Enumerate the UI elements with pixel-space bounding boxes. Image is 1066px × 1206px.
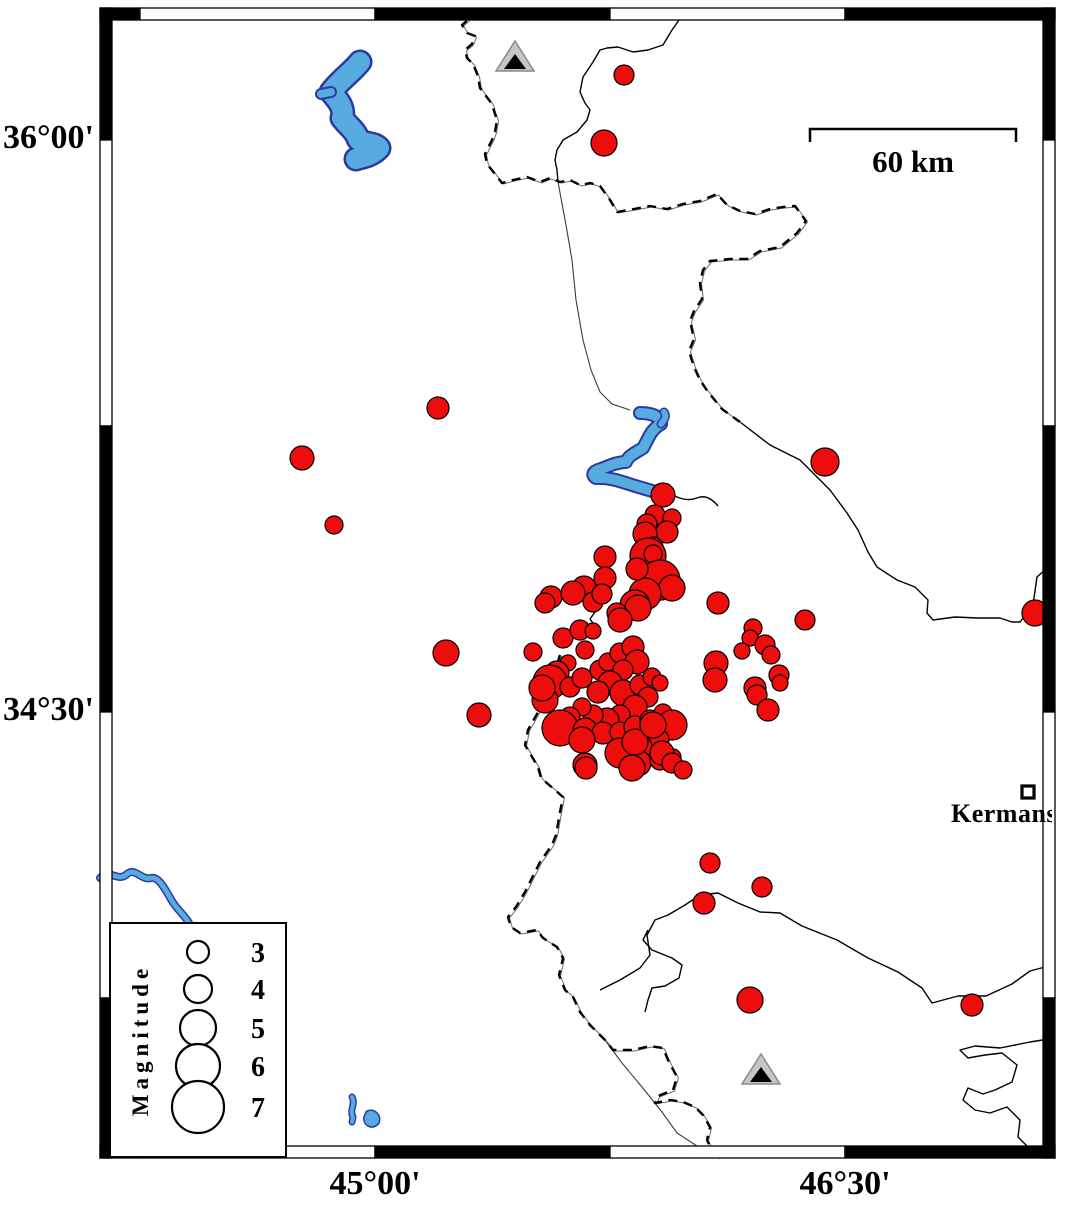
- city-label-kermanshah: Kermans: [951, 800, 1052, 828]
- frame-tick-segment: [1042, 997, 1056, 1159]
- epicenter-layer: [289, 64, 1049, 1017]
- frame-tick-segment: [1042, 711, 1056, 999]
- frame-tick-segment: [844, 1145, 1056, 1159]
- epicenter-marker: [618, 754, 646, 782]
- epicenter-marker: [586, 680, 610, 704]
- frame-tick-segment: [1042, 425, 1056, 713]
- frame-tick-segment: [99, 7, 113, 141]
- epicenter-marker: [702, 667, 728, 693]
- epicenter-marker: [756, 698, 780, 722]
- epicenter-marker: [699, 852, 721, 874]
- frame-tick-segment: [1042, 7, 1056, 141]
- line-to-lake: [557, 181, 631, 411]
- epicenter-marker: [568, 726, 596, 754]
- line-south-loop: [642, 929, 683, 1013]
- scale-bar: [808, 127, 1018, 142]
- frame-tick-segment: [99, 425, 113, 713]
- epicenter-marker: [746, 684, 768, 706]
- epicenter-marker: [324, 515, 344, 535]
- line-ne: [554, 9, 687, 183]
- stream-south: [349, 1095, 356, 1124]
- epicenter-marker: [593, 545, 617, 569]
- border-north: [460, 7, 808, 423]
- epicenter-marker: [673, 760, 693, 780]
- epicenter-marker: [466, 702, 492, 728]
- epicenter-marker: [794, 609, 816, 631]
- epicenter-marker: [625, 557, 649, 581]
- epicenter-marker: [650, 482, 676, 508]
- y-axis-label-34-30: 34°30': [2, 691, 94, 728]
- line-east: [739, 421, 1056, 623]
- line-south-central: [599, 892, 1056, 1004]
- frame-tick-segment: [609, 7, 846, 21]
- city-layer: [1020, 784, 1036, 800]
- legend-title: Magnitude: [128, 964, 153, 1116]
- frame-tick-segment: [139, 7, 376, 21]
- legend-magnitude-circle: [170, 1079, 226, 1135]
- epicenter-marker: [607, 607, 633, 633]
- magnitude-legend: Magnitude 3 4 5 6 7: [109, 922, 287, 1158]
- epicenter-marker: [810, 447, 840, 477]
- legend-magnitude-label: 3: [251, 938, 265, 969]
- frame-tick-segment: [374, 1145, 611, 1159]
- legend-magnitude-label: 5: [251, 1014, 265, 1045]
- epicenter-marker: [432, 639, 460, 667]
- station-triangle-inner-icon: [504, 54, 526, 69]
- epicenter-marker: [571, 667, 593, 689]
- scale-bar-label: 60 km: [872, 144, 954, 179]
- epicenter-marker: [534, 592, 556, 614]
- epicenter-marker: [560, 580, 586, 606]
- epicenter-marker: [651, 674, 669, 692]
- epicenter-marker: [591, 583, 613, 605]
- epicenter-marker: [584, 622, 602, 640]
- frame-tick-segment: [609, 1145, 846, 1159]
- epicenter-marker: [751, 876, 773, 898]
- legend-magnitude-label: 7: [251, 1093, 265, 1124]
- frame-tick-segment: [99, 139, 113, 427]
- legend-magnitude-circle: [185, 939, 211, 965]
- epicenter-marker: [733, 642, 751, 660]
- y-axis-label-36-00: 36°00': [2, 119, 94, 156]
- epicenter-marker: [692, 891, 716, 915]
- epicenter-marker: [771, 674, 789, 692]
- epicenter-marker: [575, 640, 595, 660]
- x-axis-label-45-00: 45°00': [329, 1165, 421, 1202]
- x-axis-label-46-30: 46°30': [799, 1165, 891, 1202]
- station-triangle-inner-icon: [750, 1067, 772, 1082]
- epicenter-marker: [523, 642, 543, 662]
- legend-magnitude-circle: [182, 973, 214, 1005]
- frame-tick-segment: [374, 7, 611, 21]
- epicenter-marker: [706, 591, 730, 615]
- legend-magnitude-label: 6: [251, 1052, 265, 1083]
- epicenter-marker: [960, 993, 984, 1017]
- boundary-layer: [460, 7, 1056, 1160]
- legend-magnitude-circle: [178, 1008, 218, 1048]
- city-marker-square: [1020, 784, 1036, 800]
- epicenter-marker: [590, 129, 618, 157]
- epicenter-marker: [289, 445, 315, 471]
- line-se-zigzag: [959, 1037, 1056, 1159]
- station-layer: [494, 39, 782, 1085]
- lake-central-arm: [658, 409, 669, 427]
- epicenter-marker: [552, 627, 574, 649]
- frame-tick-segment: [1042, 139, 1056, 427]
- lake-northwest-nub: [317, 88, 335, 98]
- frame-tick-segment: [844, 7, 1056, 21]
- epicenter-marker: [658, 574, 686, 602]
- water-layer: [96, 49, 670, 1159]
- epicenter-marker: [639, 711, 667, 739]
- epicenter-marker: [761, 645, 781, 665]
- border-west: [506, 654, 719, 1159]
- legend-magnitude-label: 4: [251, 975, 265, 1006]
- epicenter-marker: [613, 64, 635, 86]
- epicenter-marker: [528, 674, 556, 702]
- epicenter-marker: [574, 756, 598, 780]
- epicenter-marker: [426, 396, 450, 420]
- pond-south: [364, 1111, 379, 1127]
- scale-bar-line: [808, 127, 1018, 142]
- river-southwest: [97, 869, 200, 945]
- epicenter-marker: [736, 986, 764, 1014]
